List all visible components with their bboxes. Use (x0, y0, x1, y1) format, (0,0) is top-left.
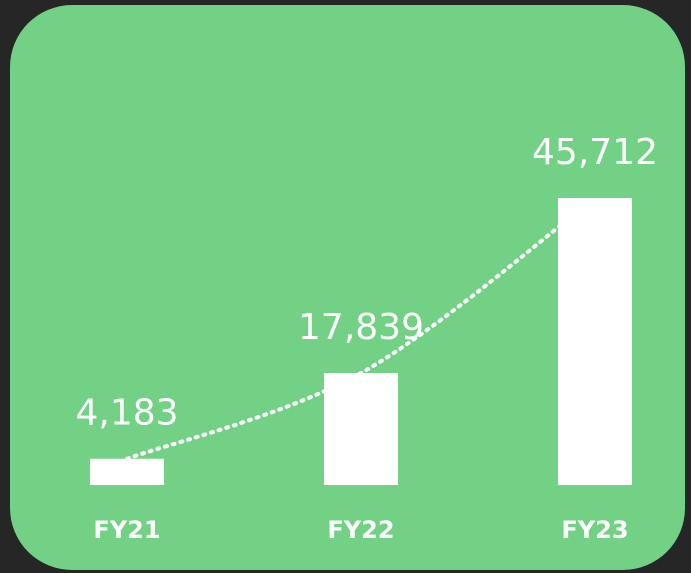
trend-line (125, 196, 597, 461)
x-tick-label: FY21 (93, 516, 160, 544)
value-label: 17,839 (298, 307, 424, 348)
x-tick-label: FY23 (561, 516, 628, 544)
bar (324, 372, 398, 485)
card (10, 5, 685, 570)
value-label: 4,183 (75, 393, 178, 434)
bar (90, 458, 164, 485)
bar (558, 198, 632, 485)
value-label: 45,712 (532, 132, 658, 173)
x-tick-label: FY22 (327, 516, 394, 544)
